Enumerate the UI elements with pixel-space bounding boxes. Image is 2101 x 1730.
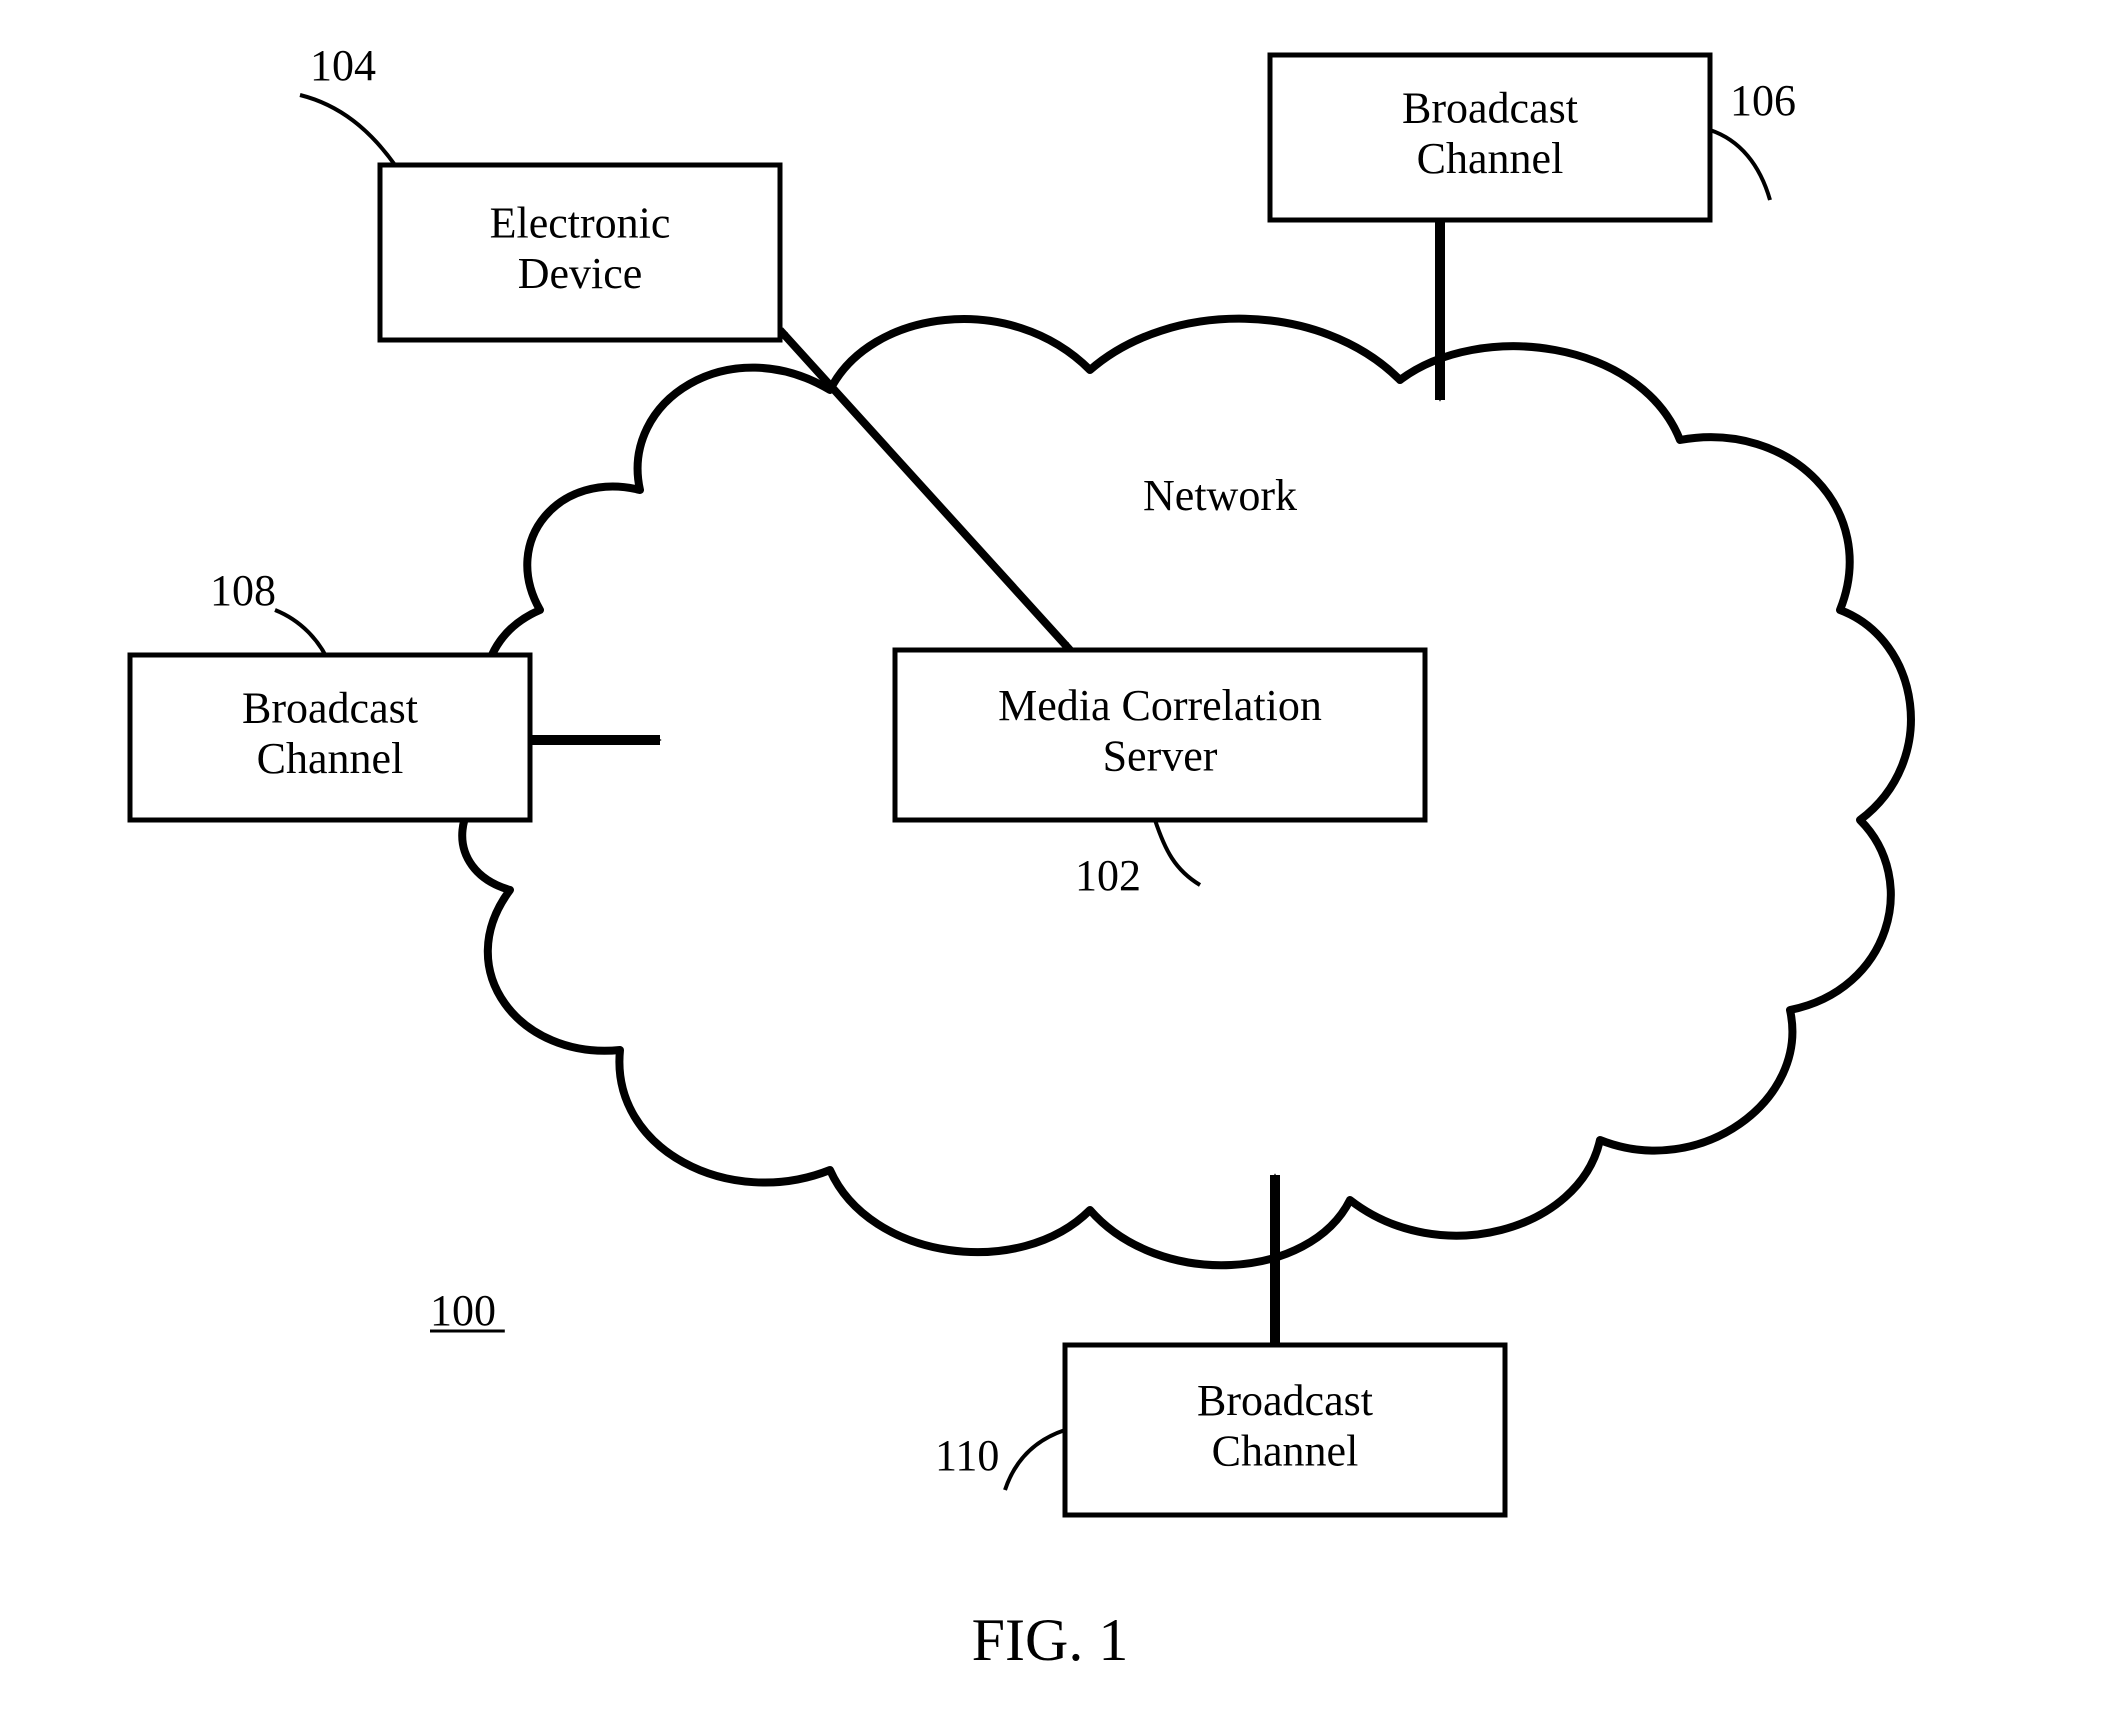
broadcast_108-label-1: Channel: [257, 734, 404, 783]
electronic_device-label-0: Electronic: [490, 198, 671, 247]
broadcast_110-lead: [1005, 1430, 1065, 1490]
broadcast_106-label-1: Channel: [1417, 134, 1564, 183]
broadcast_108-label-0: Broadcast: [242, 683, 418, 732]
electronic_device-label-1: Device: [518, 249, 643, 298]
broadcast_106-ref: 106: [1730, 76, 1796, 125]
media_server-label-1: Server: [1103, 731, 1218, 780]
media_server-ref: 102: [1075, 851, 1141, 900]
electronic_device-lead: [300, 95, 395, 165]
broadcast_110-label-1: Channel: [1212, 1426, 1359, 1475]
system-ref: 100: [430, 1286, 496, 1335]
broadcast_110-label-0: Broadcast: [1197, 1376, 1373, 1425]
media_server-label-0: Media Correlation: [998, 681, 1322, 730]
electronic_device-ref: 104: [310, 41, 376, 90]
broadcast_106-lead: [1710, 130, 1770, 200]
broadcast_110-ref: 110: [935, 1431, 999, 1480]
network-label: Network: [1143, 471, 1297, 520]
broadcast_106-label-0: Broadcast: [1402, 83, 1578, 132]
figure-label: FIG. 1: [972, 1607, 1129, 1673]
broadcast_108-ref: 108: [210, 566, 276, 615]
figure-canvas: Network104ElectronicDevice106BroadcastCh…: [0, 0, 2101, 1730]
